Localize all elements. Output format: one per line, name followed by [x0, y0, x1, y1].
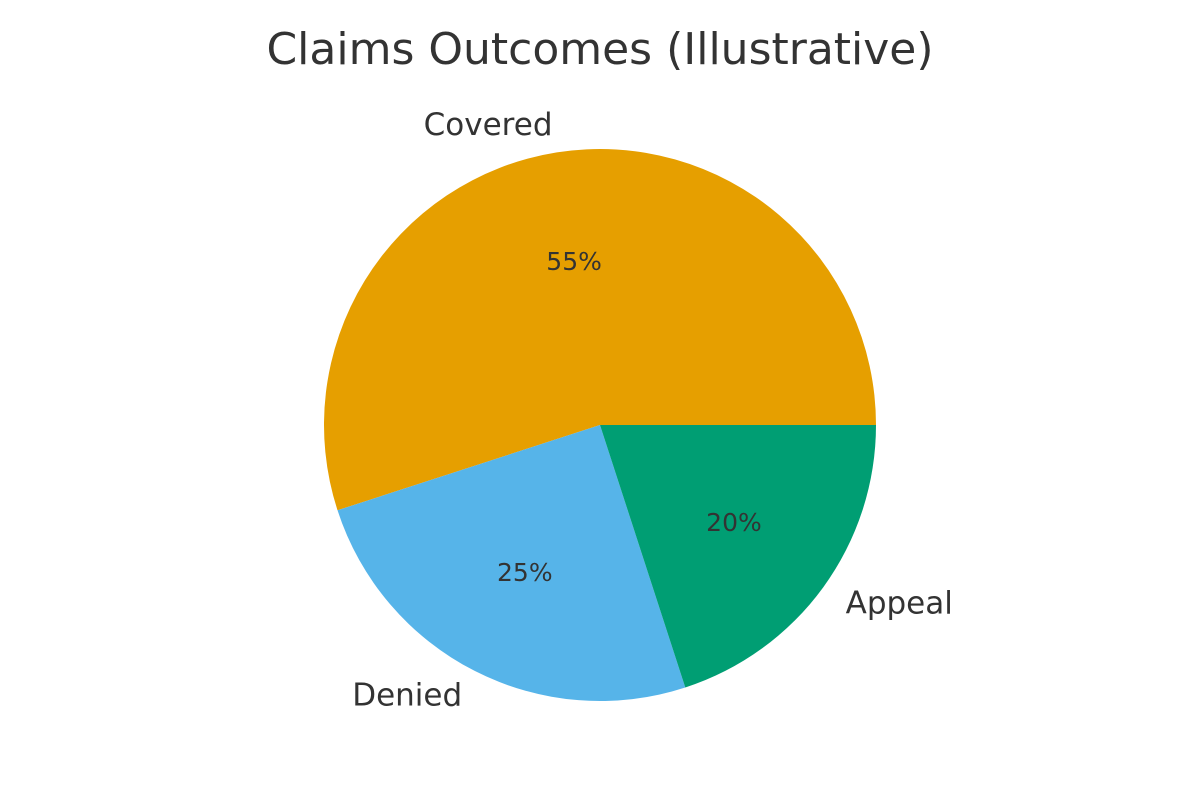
slice-label-covered: Covered	[424, 107, 553, 143]
slice-label-appeal: Appeal	[846, 585, 953, 621]
slice-label-denied: Denied	[352, 678, 462, 714]
pie-slice-appeal	[600, 425, 876, 688]
slice-percent-denied: 25%	[497, 558, 553, 587]
slice-percent-covered: 55%	[546, 247, 602, 276]
chart-title: Claims Outcomes (Illustrative)	[266, 24, 933, 75]
pie-slice-denied	[337, 425, 686, 701]
pie-slice-covered	[324, 149, 877, 511]
slice-percent-appeal: 20%	[706, 508, 762, 537]
